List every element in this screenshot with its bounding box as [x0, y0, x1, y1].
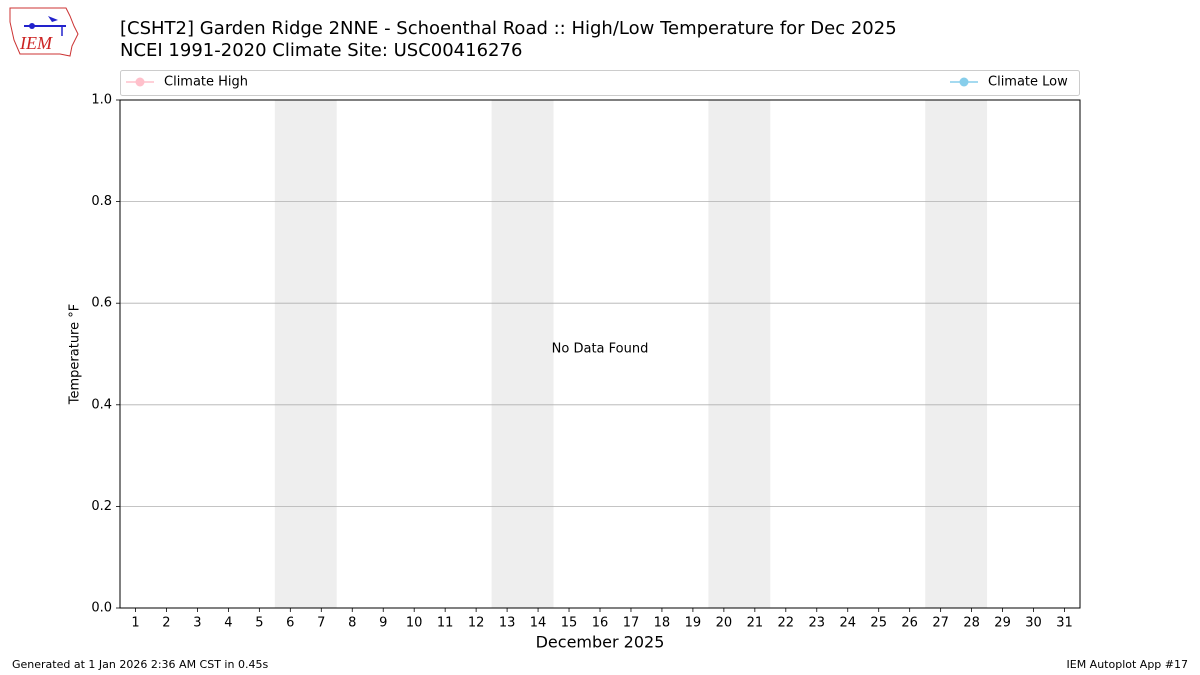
x-tick-label: 17: [623, 616, 640, 631]
weekend-band: [491, 100, 554, 608]
x-tick-label: 26: [901, 616, 918, 631]
chart-title: [CSHT2] Garden Ridge 2NNE - Schoenthal R…: [120, 18, 897, 39]
x-tick-label: 19: [685, 616, 702, 631]
x-axis-label: December 2025: [536, 633, 665, 652]
x-tick-label: 5: [255, 616, 263, 631]
y-tick-label: 0.2: [91, 499, 112, 514]
weekend-band: [925, 100, 988, 608]
annotation: No Data Found: [552, 342, 649, 357]
legend-marker: [135, 77, 145, 87]
x-tick-label: 20: [716, 616, 733, 631]
y-tick-label: 0.4: [91, 397, 112, 412]
x-tick-label: 16: [592, 616, 609, 631]
x-tick-label: 8: [348, 616, 356, 631]
x-tick-label: 9: [379, 616, 387, 631]
x-tick-label: 29: [994, 616, 1011, 631]
x-tick-label: 1: [131, 616, 139, 631]
x-tick-label: 10: [406, 616, 423, 631]
x-tick-label: 27: [932, 616, 949, 631]
x-tick-label: 24: [839, 616, 856, 631]
y-tick-label: 0.0: [91, 601, 112, 616]
logo-text: IEM: [19, 33, 53, 53]
y-tick-label: 0.8: [91, 194, 112, 209]
x-tick-label: 31: [1056, 616, 1073, 631]
x-tick-label: 2: [162, 616, 170, 631]
weekend-band: [274, 100, 337, 608]
legend-marker: [959, 77, 969, 87]
x-tick-label: 15: [561, 616, 578, 631]
x-tick-label: 4: [224, 616, 232, 631]
y-tick-label: 0.6: [91, 296, 112, 311]
y-tick-label: 1.0: [91, 93, 112, 108]
x-tick-label: 12: [468, 616, 485, 631]
x-tick-label: 18: [654, 616, 671, 631]
x-tick-label: 30: [1025, 616, 1042, 631]
x-tick-label: 21: [747, 616, 764, 631]
legend-label: Climate Low: [988, 75, 1068, 90]
x-tick-label: 25: [870, 616, 887, 631]
x-tick-label: 6: [286, 616, 294, 631]
weekend-shading: [274, 100, 988, 608]
x-tick-label: 23: [809, 616, 826, 631]
y-axis-label: Temperature °F: [68, 304, 83, 405]
x-tick-label: 11: [437, 616, 454, 631]
x-tick-label: 14: [530, 616, 547, 631]
legend-box: [120, 70, 1080, 96]
weekend-band: [708, 100, 771, 608]
x-tick-label: 3: [193, 616, 201, 631]
logo: IEM: [9, 7, 79, 57]
x-tick-label: 7: [317, 616, 325, 631]
x-tick-label: 22: [778, 616, 795, 631]
footer-right: IEM Autoplot App #17: [1067, 658, 1189, 671]
footer-left: Generated at 1 Jan 2026 2:36 AM CST in 0…: [12, 658, 268, 671]
chart-subtitle: NCEI 1991-2020 Climate Site: USC00416276: [120, 40, 522, 61]
x-tick-label: 28: [963, 616, 980, 631]
x-tick-label: 13: [499, 616, 516, 631]
legend-label: Climate High: [164, 75, 248, 90]
